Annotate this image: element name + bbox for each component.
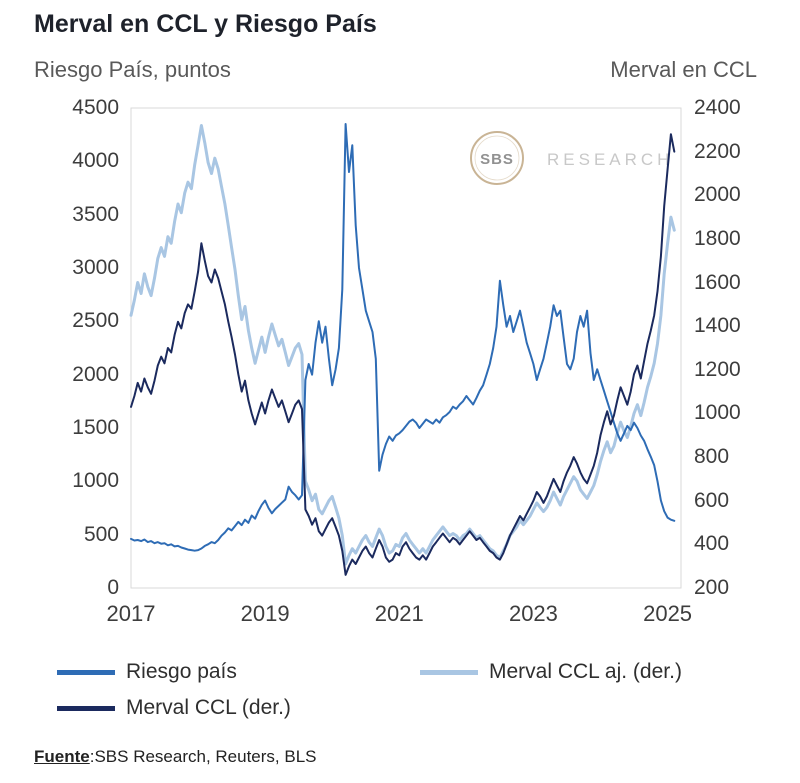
tick-label: 0 xyxy=(107,576,119,599)
tick-label: 1800 xyxy=(694,226,741,250)
watermark-circle-text: SBS xyxy=(480,151,514,168)
tick-label: 600 xyxy=(694,488,730,512)
tick-label: 1000 xyxy=(72,469,119,493)
left-axis-title: Riesgo País, puntos xyxy=(34,57,231,82)
tick-label: 3500 xyxy=(72,202,119,226)
watermark-inner-ring-icon xyxy=(474,135,520,181)
sbs-research-watermark: SBS RESEARCH xyxy=(470,131,673,185)
tick-label: 2017 xyxy=(106,601,156,626)
tick-label: 2500 xyxy=(72,309,119,333)
source-label: Fuente xyxy=(34,747,90,766)
tick-label: 400 xyxy=(694,532,730,556)
legend-item-merval-ccl-aj-der: Merval CCL aj. (der.) xyxy=(420,660,767,684)
legend-line-swatch xyxy=(57,705,115,711)
series-line-riesgo-pa-s xyxy=(130,123,676,552)
tick-label: 1500 xyxy=(72,416,119,439)
tick-label: 1200 xyxy=(694,357,741,381)
watermark-ring-icon xyxy=(470,131,524,185)
tick-label: 1600 xyxy=(694,270,741,294)
series-line-merval-ccl-aj-der xyxy=(129,124,676,566)
legend-label: Merval CCL (der.) xyxy=(126,696,291,719)
tick-label: 1000 xyxy=(694,401,741,425)
legend: Riesgo país Merval CCL aj. (der.) Merval C… xyxy=(57,660,767,720)
right-axis-title: Merval en CCL xyxy=(610,57,757,82)
legend-line-swatch xyxy=(57,669,115,675)
source-text: :SBS Research, Reuters, BLS xyxy=(89,747,317,766)
tick-label: 4000 xyxy=(72,149,119,173)
tick-label: 500 xyxy=(83,522,119,546)
tick-label: 200 xyxy=(694,576,730,599)
tick-label: 800 xyxy=(694,445,730,469)
legend-label: Merval CCL aj. (der.) xyxy=(489,660,682,683)
tick-label: 2000 xyxy=(694,183,741,207)
page-title: Merval en CCL y Riesgo País xyxy=(34,10,377,38)
legend-line-swatch xyxy=(420,669,478,675)
legend-label: Riesgo país xyxy=(126,660,237,683)
legend-item-riesgo-pa-s: Riesgo país xyxy=(57,660,420,684)
tick-label: 2000 xyxy=(72,362,119,386)
source-note: Fuente:SBS Research, Reuters, BLS xyxy=(34,747,317,767)
tick-label: 2025 xyxy=(643,601,693,626)
plot-border xyxy=(130,107,682,589)
tick-label: 1400 xyxy=(694,314,741,338)
tick-label: 2019 xyxy=(240,601,290,626)
legend-item-merval-ccl-der: Merval CCL (der.) xyxy=(57,696,420,720)
tick-label: 2400 xyxy=(694,96,741,119)
tick-label: 2200 xyxy=(694,139,741,163)
tick-label: 3000 xyxy=(72,256,119,279)
tick-label: 2021 xyxy=(374,601,424,626)
tick-label: 4500 xyxy=(72,96,119,119)
series-line-merval-ccl-der xyxy=(130,133,676,576)
tick-label: 2023 xyxy=(508,601,558,626)
watermark-side-text: RESEARCH xyxy=(547,150,673,169)
